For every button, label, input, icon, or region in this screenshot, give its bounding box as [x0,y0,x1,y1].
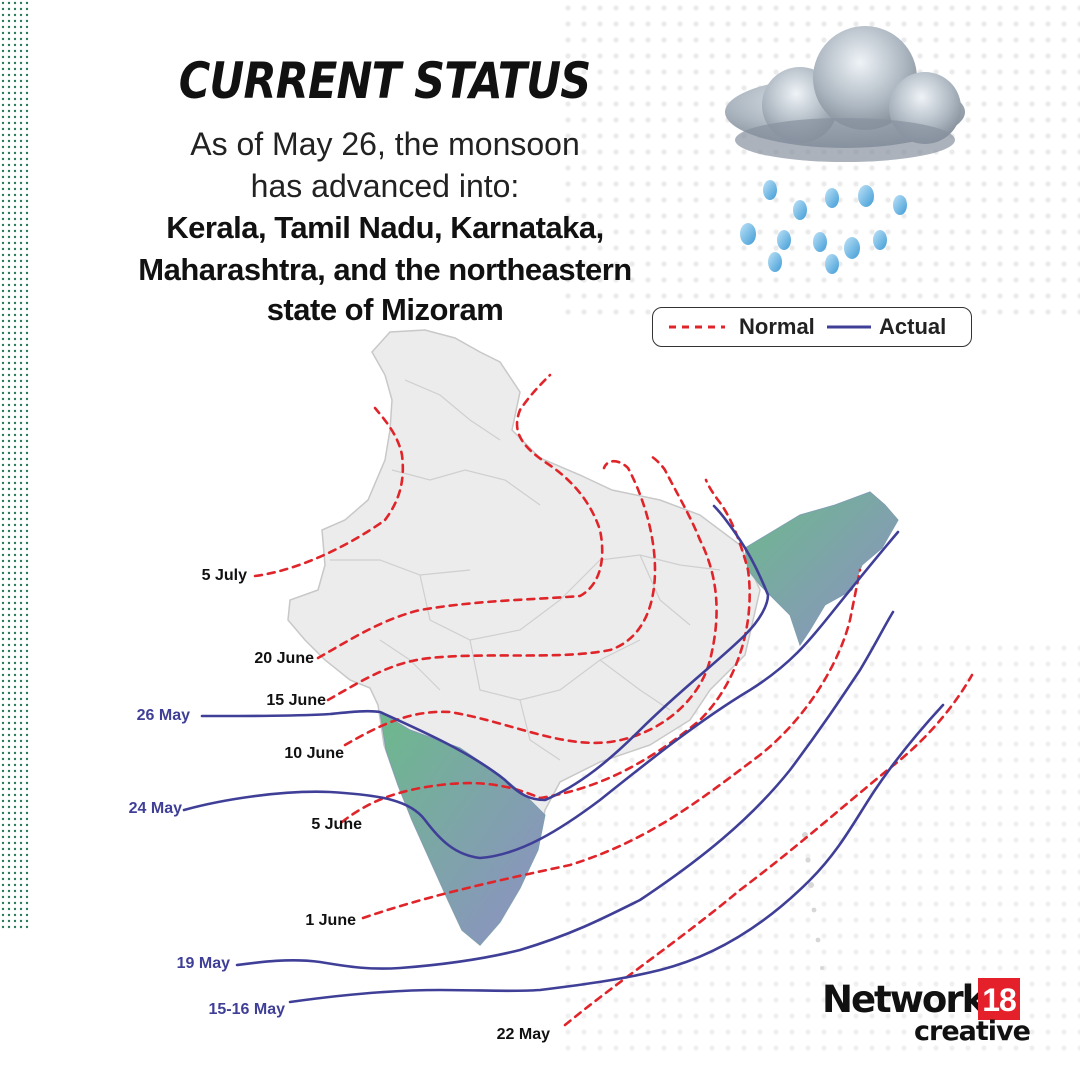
regions-line-3: state of Mizoram [266,292,504,327]
legend-swatches [669,325,871,329]
legend-actual-label: Actual [879,314,947,339]
normal-line-22-may [563,673,974,1027]
legend: Normal Actual [652,307,972,347]
label-19-may: 19 May [177,955,230,972]
subtitle-line-1: As of May 26, the monsoon [190,126,580,162]
regions-line-1: Kerala, Tamil Nadu, Karnataka, [166,210,604,245]
normal-labels: 5 July 20 June 15 June 10 June 5 June 1 … [202,567,550,1043]
actual-labels: 26 May 24 May 19 May 15-16 May [129,707,285,1018]
label-15-june: 15 June [266,692,326,709]
brand-tagline: creative [914,1016,1031,1047]
actual-line-26-may [200,504,770,802]
covered-region-northeast [744,491,899,647]
dotted-strip-decoration [0,0,30,930]
rain-cloud-icon [725,26,965,274]
brand-name: Network [822,978,986,1021]
subtitle-line-2: has advanced into: [250,168,520,204]
label-10-june: 10 June [284,745,344,762]
actual-line-24-may [182,530,900,860]
normal-line-10-june [343,453,718,747]
actual-line-19-may [235,610,895,970]
normal-line-1-june [361,568,862,920]
state-borders [330,379,721,761]
brand-logo: Network 18 creative [822,978,1032,1048]
label-15-16-may: 15-16 May [209,1001,286,1018]
legend-normal-label: Normal [739,314,815,339]
page-title: CURRENT STATUS [178,52,592,110]
label-5-july: 5 July [202,567,247,584]
normal-isolines [253,373,974,1027]
actual-isolines [182,504,945,1004]
label-5-june: 5 June [311,816,362,833]
label-26-may: 26 May [137,707,190,724]
brand-badge: 18 [978,978,1020,1020]
label-1-june: 1 June [305,912,356,929]
normal-line-5-july [253,406,405,578]
normal-line-5-june [340,478,751,824]
regions-line-2: Maharashtra, and the northeastern [138,252,632,287]
normal-line-15-june [326,459,657,702]
label-24-may: 24 May [129,800,182,817]
actual-line-15-16-may [288,703,945,1004]
label-20-june: 20 June [254,650,314,667]
normal-line-20-june [316,373,604,660]
label-22-may: 22 May [497,1026,550,1043]
